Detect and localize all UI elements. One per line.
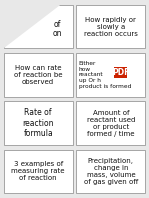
FancyBboxPatch shape	[4, 101, 73, 145]
FancyBboxPatch shape	[76, 150, 145, 193]
Text: Precipitation,
change in
mass, volume
of gas given off: Precipitation, change in mass, volume of…	[84, 158, 138, 185]
FancyBboxPatch shape	[76, 5, 145, 48]
Text: How rapidly or
slowly a
reaction occurs: How rapidly or slowly a reaction occurs	[84, 17, 138, 37]
FancyBboxPatch shape	[76, 101, 145, 145]
Text: PDF: PDF	[112, 68, 129, 77]
Text: Rate of
reaction
formula: Rate of reaction formula	[22, 108, 54, 138]
Text: How can rate
of reaction be
observed: How can rate of reaction be observed	[14, 65, 62, 85]
Text: of: of	[54, 20, 61, 29]
Polygon shape	[4, 5, 60, 48]
FancyBboxPatch shape	[4, 5, 73, 48]
Text: on: on	[53, 29, 62, 38]
FancyBboxPatch shape	[4, 150, 73, 193]
FancyBboxPatch shape	[4, 53, 73, 96]
Text: Either
how
reactant
up Or h
product is formed: Either how reactant up Or h product is f…	[79, 61, 131, 89]
Text: 3 examples of
measuring rate
of reaction: 3 examples of measuring rate of reaction	[11, 161, 65, 181]
Text: Amount of
reactant used
or product
formed / time: Amount of reactant used or product forme…	[87, 110, 135, 137]
FancyBboxPatch shape	[76, 53, 145, 96]
FancyBboxPatch shape	[114, 68, 127, 78]
